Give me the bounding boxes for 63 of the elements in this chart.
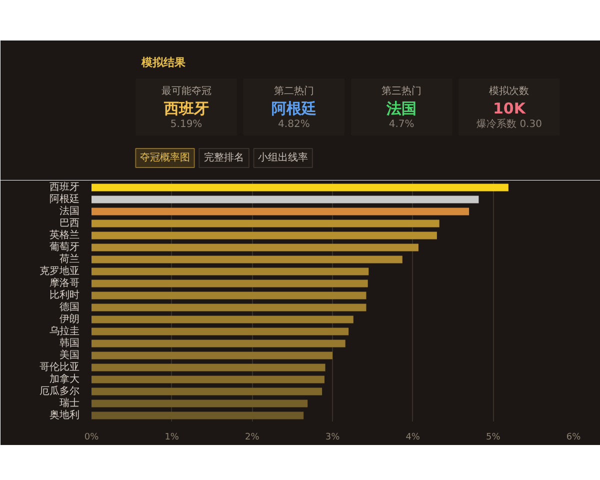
- text: 夺冠概率图: [140, 152, 190, 164]
- text: 小组出线率: [258, 152, 308, 164]
- bar: [92, 256, 402, 264]
- bar: [92, 292, 366, 300]
- y-tick-label: 伊朗: [60, 313, 80, 325]
- y-tick-label: 摩洛哥: [50, 277, 80, 289]
- bar: [92, 196, 479, 204]
- bar: [92, 340, 346, 348]
- x-tick-label: 3%: [325, 432, 340, 442]
- x-tick-label: 5%: [486, 432, 501, 442]
- y-tick-label: 西班牙: [50, 181, 80, 193]
- bar: [92, 388, 322, 396]
- bar: [92, 184, 508, 192]
- text: 5.19%: [170, 119, 202, 130]
- text: 第二热门: [274, 85, 314, 97]
- y-tick-label: 奥地利: [50, 409, 80, 421]
- bar: [92, 244, 418, 252]
- bar: [92, 280, 368, 288]
- bar: [92, 208, 470, 216]
- y-tick-label: 瑞士: [60, 397, 80, 409]
- y-tick-label: 英格兰: [50, 229, 80, 241]
- y-tick-label: 韩国: [60, 337, 80, 349]
- text: 4.82%: [278, 119, 310, 130]
- y-tick-label: 克罗地亚: [40, 265, 80, 277]
- x-tick-label: 6%: [566, 432, 582, 442]
- text: 爆冷系数 0.30: [476, 118, 542, 130]
- bar: [92, 220, 440, 228]
- y-tick-label: 阿根廷: [50, 193, 80, 205]
- text: 4.7%: [388, 119, 414, 130]
- y-tick-label: 巴西: [60, 218, 80, 229]
- text: 阿根廷: [271, 100, 316, 118]
- x-tick-label: 0%: [84, 432, 100, 442]
- x-tick-label: 1%: [164, 432, 180, 442]
- bar: [92, 412, 304, 420]
- bar: [92, 232, 437, 240]
- bar: [92, 364, 326, 372]
- text: 法国: [386, 100, 417, 118]
- y-tick-label: 法国: [60, 205, 80, 217]
- bar: [92, 304, 366, 312]
- bar: [92, 400, 308, 408]
- y-tick-label: 比利时: [50, 289, 80, 301]
- bar: [92, 328, 349, 336]
- text: 10K: [492, 100, 527, 118]
- x-tick-label: 2%: [245, 432, 260, 442]
- text: 第三热门: [382, 85, 422, 97]
- text: 完整排名: [204, 152, 244, 164]
- y-tick-label: 乌拉圭: [50, 325, 80, 337]
- text: 最可能夺冠: [161, 85, 212, 97]
- bar: [92, 352, 332, 360]
- bar: [92, 376, 324, 384]
- bar: [92, 268, 369, 276]
- y-tick-label: 哥伦比亚: [40, 361, 80, 373]
- y-tick-label: 荷兰: [60, 253, 80, 265]
- text: 西班牙: [162, 100, 209, 118]
- y-tick-label: 加拿大: [50, 373, 80, 385]
- y-tick-label: 美国: [60, 349, 80, 361]
- text: 模拟次数: [489, 85, 530, 97]
- y-tick-label: 厄瓜多尔: [40, 385, 80, 397]
- y-tick-label: 德国: [60, 302, 80, 313]
- x-tick-label: 4%: [406, 432, 420, 442]
- text: 模拟结果: [140, 56, 186, 69]
- y-tick-label: 葡萄牙: [50, 241, 80, 253]
- bar: [92, 316, 354, 324]
